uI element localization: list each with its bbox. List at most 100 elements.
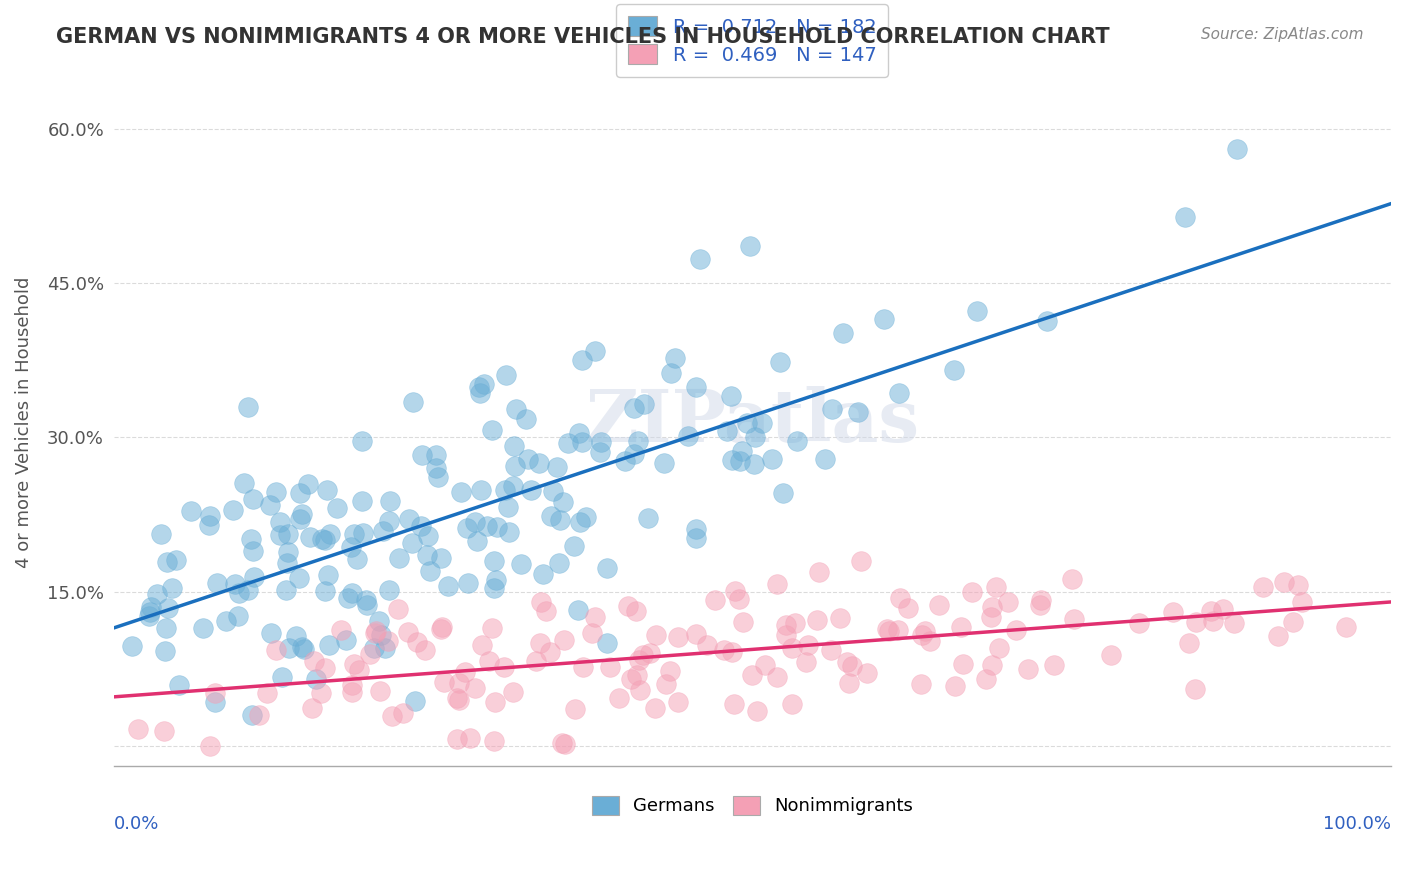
Point [1174, 211, 1197, 225]
Point [572, 660, 595, 674]
Point [728, 591, 751, 606]
Point [849, 554, 872, 568]
Point [515, 412, 537, 426]
Point [364, 624, 387, 638]
Point [962, 584, 984, 599]
Point [623, 447, 645, 461]
Point [127, 723, 149, 737]
Point [723, 697, 745, 711]
Point [240, 707, 263, 722]
Point [942, 362, 965, 376]
Point [456, 521, 478, 535]
Point [447, 692, 470, 706]
Point [402, 395, 425, 409]
Point [571, 353, 593, 368]
Point [138, 605, 160, 619]
Point [370, 628, 392, 642]
Point [404, 694, 426, 708]
Point [485, 573, 508, 587]
Point [1267, 629, 1289, 643]
Point [492, 660, 515, 674]
Point [638, 646, 661, 660]
Point [305, 672, 328, 686]
Point [315, 483, 337, 497]
Point [340, 678, 363, 692]
Point [314, 661, 336, 675]
Point [391, 706, 413, 720]
Point [568, 425, 591, 440]
Point [482, 734, 505, 748]
Point [1017, 662, 1039, 676]
Point [277, 527, 299, 541]
Point [204, 686, 226, 700]
Point [446, 691, 468, 706]
Point [741, 668, 763, 682]
Point [976, 672, 998, 686]
Point [340, 540, 363, 554]
Point [551, 736, 574, 750]
Point [464, 515, 486, 529]
Point [198, 509, 221, 524]
Point [645, 628, 668, 642]
Point [342, 657, 364, 672]
Point [1251, 580, 1274, 594]
Point [264, 485, 287, 500]
Point [496, 500, 519, 515]
Point [243, 570, 266, 584]
Point [464, 681, 486, 696]
Point [155, 621, 177, 635]
Point [446, 731, 468, 746]
Point [481, 622, 503, 636]
Point [430, 620, 453, 634]
Point [553, 633, 575, 648]
Point [309, 686, 332, 700]
Point [655, 677, 678, 691]
Point [664, 351, 686, 365]
Point [288, 485, 311, 500]
Point [516, 452, 538, 467]
Point [685, 522, 707, 536]
Point [548, 513, 571, 527]
Point [510, 558, 533, 572]
Text: ZIPatlas: ZIPatlas [585, 386, 920, 458]
Point [373, 524, 395, 538]
Point [292, 642, 315, 657]
Point [685, 380, 707, 394]
Point [354, 592, 377, 607]
Point [797, 638, 820, 652]
Point [238, 401, 260, 415]
Point [368, 684, 391, 698]
Point [564, 539, 586, 553]
Point [832, 326, 855, 341]
Point [841, 659, 863, 673]
Point [340, 586, 363, 600]
Point [427, 469, 450, 483]
Point [952, 657, 974, 671]
Point [794, 655, 817, 669]
Point [457, 575, 479, 590]
Point [911, 628, 934, 642]
Point [162, 581, 184, 595]
Point [721, 452, 744, 467]
Point [335, 633, 357, 648]
Point [571, 435, 593, 450]
Point [401, 536, 423, 550]
Point [301, 700, 323, 714]
Point [478, 654, 501, 668]
Point [730, 454, 752, 468]
Point [502, 685, 524, 699]
Point [666, 630, 689, 644]
Point [146, 587, 169, 601]
Point [367, 614, 389, 628]
Point [889, 591, 911, 606]
Point [751, 417, 773, 431]
Point [1272, 575, 1295, 590]
Point [984, 580, 1007, 594]
Point [139, 599, 162, 614]
Point [1286, 578, 1309, 592]
Point [1028, 598, 1050, 612]
Point [835, 655, 858, 669]
Point [769, 355, 792, 369]
Point [609, 691, 631, 706]
Point [720, 389, 742, 403]
